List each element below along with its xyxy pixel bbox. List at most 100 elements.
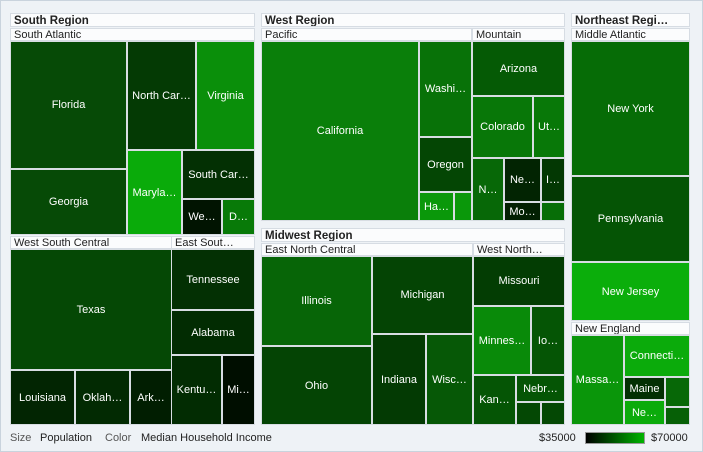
subregion-header-mountain[interactable]: Mountain <box>472 28 565 41</box>
state-tile-missouri[interactable]: Missouri <box>473 256 565 306</box>
state-tile-vermont[interactable] <box>665 407 690 425</box>
color-scale-min-label: $35000 <box>539 432 576 444</box>
state-label-washington: Washi… <box>424 83 467 95</box>
region-header-south-region[interactable]: South Region <box>10 13 255 27</box>
state-label-hawaii: Ha… <box>423 200 450 213</box>
state-tile-new-hampshire[interactable]: Ne… <box>624 400 665 425</box>
state-label-wisconsin: Wisc… <box>432 373 467 386</box>
state-tile-alaska[interactable] <box>454 192 472 221</box>
state-tile-rhode-island[interactable] <box>665 377 690 407</box>
subregion-header-east-south-central[interactable]: East Sout… <box>171 236 255 249</box>
state-label-missouri: Missouri <box>498 275 540 287</box>
state-label-idaho: I… <box>545 174 561 186</box>
state-label-new-hampshire: Ne… <box>631 406 658 419</box>
state-tile-north-carolina[interactable]: North Car… <box>127 41 196 150</box>
state-tile-south-dakota[interactable] <box>516 402 541 425</box>
state-tile-indiana[interactable]: Indiana <box>372 334 426 425</box>
state-tile-hawaii[interactable]: Ha… <box>419 192 454 221</box>
size-label: Size <box>10 432 32 444</box>
state-tile-connecticut[interactable]: Connecti… <box>624 335 690 377</box>
state-tile-nevada[interactable]: N… <box>472 158 504 221</box>
subregion-header-middle-atlantic[interactable]: Middle Atlantic <box>571 28 690 41</box>
state-tile-oklahoma[interactable]: Oklah… <box>75 370 130 425</box>
state-label-new-jersey: New Jersey <box>601 285 660 298</box>
state-label-nebraska: Nebr… <box>523 382 558 395</box>
state-label-mississippi: Mi… <box>227 384 250 396</box>
state-tile-new-mexico[interactable]: Ne… <box>504 158 541 202</box>
state-tile-massachusetts[interactable]: Massa… <box>571 335 624 425</box>
subregion-header-west-south-central[interactable]: West South Central <box>10 236 172 249</box>
region-header-midwest-region[interactable]: Midwest Region <box>261 228 565 242</box>
state-tile-mississippi[interactable]: Mi… <box>222 355 255 425</box>
state-tile-alabama[interactable]: Alabama <box>171 310 255 355</box>
color-value: Median Household Income <box>141 432 272 444</box>
state-tile-minnesota[interactable]: Minnes… <box>473 306 531 375</box>
state-tile-delaware[interactable]: D… <box>222 199 255 235</box>
state-tile-west-virginia[interactable]: We… <box>182 199 222 235</box>
state-tile-texas[interactable]: Texas <box>10 249 172 370</box>
subregion-header-south-atlantic[interactable]: South Atlantic <box>10 28 255 41</box>
state-label-california: California <box>316 125 364 137</box>
state-label-pennsylvania: Pennsylvania <box>597 213 664 225</box>
state-label-delaware: D… <box>229 211 248 223</box>
state-tile-utah[interactable]: Ut… <box>533 96 565 158</box>
subregion-header-east-north-central[interactable]: East North Central <box>261 243 473 256</box>
state-label-connecticut: Connecti… <box>629 350 685 362</box>
state-tile-colorado[interactable]: Colorado <box>472 96 533 158</box>
state-tile-new-jersey[interactable]: New Jersey <box>571 262 690 321</box>
state-label-maryland: Maryla… <box>132 186 177 199</box>
state-tile-wyoming[interactable] <box>541 202 565 221</box>
state-tile-pennsylvania[interactable]: Pennsylvania <box>571 176 690 262</box>
state-label-alabama: Alabama <box>191 326 235 339</box>
state-label-arizona: Arizona <box>499 62 538 75</box>
state-label-kansas: Kan… <box>479 394 510 406</box>
state-label-florida: Florida <box>51 99 86 111</box>
state-tile-wisconsin[interactable]: Wisc… <box>426 334 473 425</box>
state-tile-north-dakota[interactable] <box>541 402 565 425</box>
state-label-nevada: N… <box>478 183 498 196</box>
state-tile-kansas[interactable]: Kan… <box>473 375 516 425</box>
state-tile-michigan[interactable]: Michigan <box>372 256 473 334</box>
state-tile-kentucky[interactable]: Kentu… <box>171 355 222 425</box>
size-value: Population <box>40 432 92 444</box>
state-tile-florida[interactable]: Florida <box>10 41 127 169</box>
region-header-northeast-region[interactable]: Northeast Regi… <box>571 13 690 27</box>
state-label-oregon: Oregon <box>427 158 464 171</box>
color-label: Color <box>105 432 132 444</box>
state-tile-arizona[interactable]: Arizona <box>472 41 565 96</box>
subregion-header-new-england[interactable]: New England <box>571 322 690 335</box>
state-tile-south-carolina[interactable]: South Car… <box>182 150 255 199</box>
state-tile-tennessee[interactable]: Tennessee <box>171 249 255 310</box>
subregion-header-pacific[interactable]: Pacific <box>261 28 472 41</box>
state-tile-maryland[interactable]: Maryla… <box>127 150 182 235</box>
state-tile-washington[interactable]: Washi… <box>419 41 472 137</box>
state-tile-virginia[interactable]: Virginia <box>196 41 255 150</box>
subregion-header-west-north-central[interactable]: West North… <box>473 243 565 256</box>
state-tile-oregon[interactable]: Oregon <box>419 137 472 192</box>
legend-footer: Size Population Color Median Household I… <box>1 427 702 451</box>
state-label-montana: Mo… <box>509 205 536 218</box>
state-label-utah: Ut… <box>538 121 560 133</box>
state-tile-idaho[interactable]: I… <box>541 158 565 202</box>
state-tile-ohio[interactable]: Ohio <box>261 346 372 425</box>
state-label-west-virginia: We… <box>188 211 216 223</box>
state-tile-maine[interactable]: Maine <box>624 377 665 400</box>
state-tile-nebraska[interactable]: Nebr… <box>516 375 565 402</box>
color-scale-bar <box>585 432 645 444</box>
state-label-maine: Maine <box>629 382 660 395</box>
state-tile-california[interactable]: California <box>261 41 419 221</box>
state-label-massachusetts: Massa… <box>575 374 620 386</box>
state-label-michigan: Michigan <box>400 289 445 301</box>
state-tile-new-york[interactable]: New York <box>571 41 690 176</box>
state-tile-georgia[interactable]: Georgia <box>10 169 127 235</box>
state-label-south-carolina: South Car… <box>188 168 249 181</box>
state-tile-arkansas[interactable]: Ark… <box>130 370 172 425</box>
state-label-new-york: New York <box>607 102 654 115</box>
state-label-iowa: Io… <box>537 334 559 347</box>
state-tile-illinois[interactable]: Illinois <box>261 256 372 346</box>
state-tile-iowa[interactable]: Io… <box>531 306 565 375</box>
state-tile-louisiana[interactable]: Louisiana <box>10 370 75 425</box>
state-label-illinois: Illinois <box>301 295 332 307</box>
state-tile-montana[interactable]: Mo… <box>504 202 541 221</box>
region-header-west-region[interactable]: West Region <box>261 13 565 27</box>
